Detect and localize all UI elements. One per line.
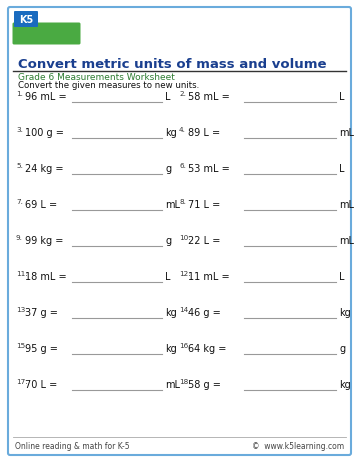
Text: 96 mL =: 96 mL = [25,92,67,102]
Text: mL: mL [165,200,180,210]
Text: 11.: 11. [16,270,28,276]
Text: 99 kg =: 99 kg = [25,236,64,245]
Text: 3.: 3. [16,127,23,133]
Text: 58 g =: 58 g = [188,379,221,389]
Text: 89 L =: 89 L = [188,128,220,138]
Text: 22 L =: 22 L = [188,236,220,245]
Text: 2.: 2. [179,91,186,97]
Text: mL: mL [339,200,354,210]
Text: g: g [165,236,171,245]
Text: L: L [165,271,171,282]
Text: 37 g =: 37 g = [25,307,58,317]
Text: kg: kg [165,128,177,138]
Text: kg: kg [339,379,351,389]
Text: 1.: 1. [16,91,23,97]
Text: kg: kg [339,307,351,317]
Text: 7.: 7. [16,199,23,205]
Text: Grade 6 Measurements Worksheet: Grade 6 Measurements Worksheet [18,72,175,81]
Text: 8.: 8. [179,199,186,205]
Text: L: L [165,92,171,102]
Text: 16.: 16. [179,342,191,348]
Text: 5.: 5. [16,163,23,169]
Text: 46 g =: 46 g = [188,307,221,317]
Text: 15.: 15. [16,342,28,348]
Text: mL: mL [339,236,354,245]
Text: ©  www.k5learning.com: © www.k5learning.com [252,442,344,450]
Text: L: L [339,92,345,102]
Text: 53 mL =: 53 mL = [188,163,230,174]
Text: L: L [339,271,345,282]
Text: 12.: 12. [179,270,191,276]
Text: mL: mL [165,379,180,389]
Text: 9.: 9. [16,234,23,240]
Text: mL: mL [339,128,354,138]
Text: 6.: 6. [179,163,186,169]
Text: 4.: 4. [179,127,186,133]
Text: Convert metric units of mass and volume: Convert metric units of mass and volume [18,57,326,70]
Text: 14.: 14. [179,307,191,313]
Text: kg: kg [165,343,177,353]
Text: 18.: 18. [179,378,191,384]
Text: 17.: 17. [16,378,28,384]
Text: 24 kg =: 24 kg = [25,163,64,174]
Text: K5: K5 [19,15,33,25]
Text: 69 L =: 69 L = [25,200,57,210]
Text: 95 g =: 95 g = [25,343,58,353]
FancyBboxPatch shape [13,24,80,45]
Text: Convert the given measures to new units.: Convert the given measures to new units. [18,80,199,89]
Text: 18 mL =: 18 mL = [25,271,67,282]
Text: g: g [165,163,171,174]
Text: 100 g =: 100 g = [25,128,64,138]
Text: g: g [339,343,345,353]
FancyBboxPatch shape [8,8,351,455]
FancyBboxPatch shape [14,12,38,28]
Text: 70 L =: 70 L = [25,379,57,389]
Text: 10.: 10. [179,234,191,240]
Text: 13.: 13. [16,307,28,313]
Text: kg: kg [165,307,177,317]
Text: 58 mL =: 58 mL = [188,92,230,102]
Text: 71 L =: 71 L = [188,200,220,210]
Text: Learning: Learning [18,31,73,41]
Text: Online reading & math for K-5: Online reading & math for K-5 [15,442,130,450]
Text: L: L [339,163,345,174]
Text: 64 kg =: 64 kg = [188,343,227,353]
Text: 11 mL =: 11 mL = [188,271,230,282]
